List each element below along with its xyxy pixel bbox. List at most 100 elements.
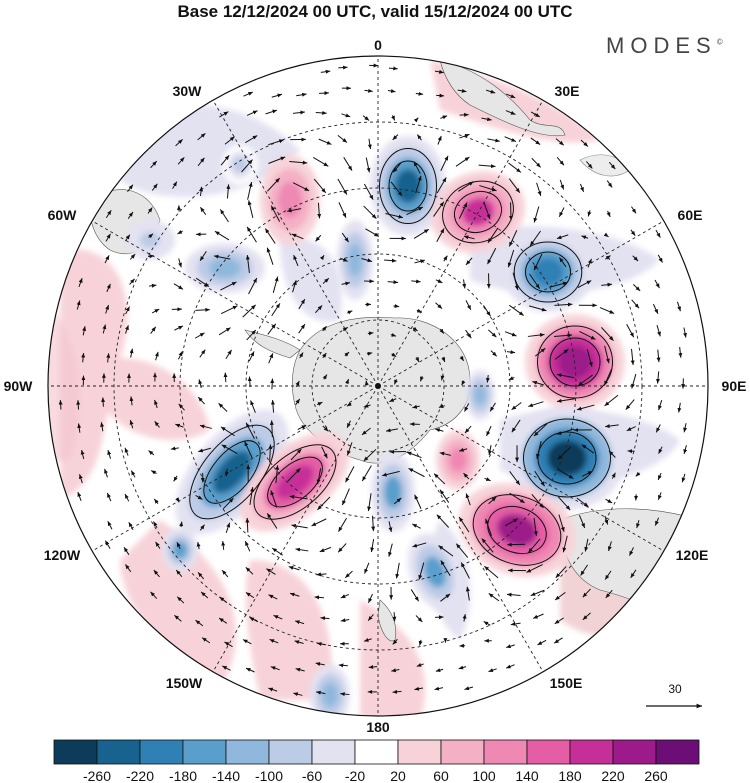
- wind-arrow: [80, 449, 85, 460]
- wind-arrow: [530, 111, 541, 118]
- wind-arrow: [127, 211, 134, 219]
- meridian-line: [377, 385, 544, 673]
- wind-arrow: [486, 425, 492, 437]
- wind-arrow: [414, 494, 422, 509]
- wind-arrow: [419, 376, 424, 382]
- blue-center-e1-contour: [525, 251, 571, 293]
- wind-arrow: [464, 403, 470, 412]
- wind-arrow: [412, 404, 420, 409]
- wind-arrow: [534, 470, 545, 487]
- wind-arrow: [416, 134, 422, 141]
- wind-arrow: [219, 596, 228, 604]
- minor-anomaly: [347, 244, 363, 276]
- wind-arrow: [245, 517, 250, 533]
- wind-arrow: [295, 667, 305, 672]
- wind-arrow: [322, 277, 330, 284]
- wind-arrow: [363, 448, 377, 462]
- wind-arrow: [530, 589, 545, 597]
- wind-arrow: [292, 182, 310, 192]
- wind-arrow: [338, 663, 348, 668]
- wind-arrow: [268, 594, 278, 600]
- wind-arrow: [245, 566, 254, 575]
- wind-arrow: [412, 542, 427, 548]
- wind-arrow: [362, 115, 370, 121]
- wind-arrow: [535, 347, 546, 357]
- wind-arrow: [370, 539, 375, 553]
- meridian-line: [377, 220, 665, 387]
- wind-arrow: [341, 488, 350, 506]
- wind-arrow: [408, 467, 425, 478]
- wind-arrow: [288, 565, 300, 571]
- wind-arrow: [128, 522, 134, 530]
- lon-label-120w: 120W: [44, 547, 81, 563]
- wind-arrow: [485, 518, 493, 536]
- wind-arrow: [220, 155, 230, 166]
- wind-arrow: [367, 331, 374, 336]
- wind-arrow: [174, 325, 184, 331]
- wind-vectors: [58, 63, 688, 697]
- wind-arrow: [435, 428, 444, 433]
- wind-arrow: [611, 472, 616, 479]
- wind-arrow: [316, 690, 326, 695]
- wind-arrow: [584, 538, 589, 552]
- wind-arrow: [458, 181, 474, 192]
- blue-center-n-contour: [388, 160, 428, 212]
- minor-anomaly: [140, 232, 160, 248]
- wind-arrow: [587, 258, 592, 268]
- pink-center-sw-level: [276, 465, 314, 499]
- wind-arrow: [554, 348, 569, 360]
- wind-arrow: [78, 277, 83, 288]
- wind-arrow: [532, 380, 544, 386]
- wind-arrow: [533, 206, 540, 223]
- vector-reference-value: 30: [668, 682, 682, 696]
- wind-arrow: [266, 568, 276, 575]
- colorbar-label: -20: [345, 768, 365, 783]
- wind-arrow: [76, 300, 81, 310]
- blue-center-e1-contour: [513, 241, 583, 303]
- wind-arrow: [657, 492, 662, 500]
- minor-anomaly: [474, 385, 486, 405]
- wind-arrow: [435, 302, 443, 310]
- wind-arrow: [196, 541, 201, 550]
- colorbar-label: -100: [255, 768, 283, 783]
- wind-arrow: [391, 668, 400, 673]
- wind-arrow: [170, 446, 179, 451]
- wind-arrow: [246, 329, 257, 341]
- south-pole-dot: [375, 383, 381, 389]
- colorbar-box: [612, 739, 657, 765]
- antarctica: [291, 316, 471, 464]
- wind-arrow: [533, 517, 538, 536]
- wind-arrow: [508, 202, 513, 221]
- wind-arrow: [415, 91, 424, 96]
- pink-center-se-level: [497, 514, 537, 546]
- wind-arrow: [441, 356, 446, 363]
- wind-arrow: [270, 399, 275, 413]
- wind-arrow: [268, 353, 274, 364]
- wind-arrow: [316, 401, 323, 406]
- map-border: [47, 55, 709, 717]
- wind-arrow: [435, 279, 443, 284]
- lon-label-0: 0: [374, 37, 382, 53]
- wind-arrow: [77, 491, 82, 501]
- wind-arrow: [154, 351, 159, 361]
- wind-arrow: [635, 471, 641, 477]
- pink-center-se-contour: [472, 494, 562, 566]
- lon-label-150w: 150W: [166, 675, 203, 691]
- wind-arrow: [200, 591, 209, 599]
- meridian-line: [212, 385, 379, 673]
- wind-arrow: [341, 232, 350, 243]
- wind-arrow: [415, 615, 423, 623]
- wind-arrow: [290, 448, 302, 461]
- colorbar-box: [354, 739, 399, 765]
- wind-arrow: [528, 401, 544, 408]
- colorbar-box: [53, 739, 98, 765]
- wind-arrow: [221, 444, 238, 455]
- wind-arrow: [465, 329, 472, 339]
- wind-arrow: [245, 667, 255, 673]
- wind-arrow: [172, 181, 178, 189]
- wind-arrow: [344, 570, 353, 579]
- wind-arrow: [440, 155, 449, 172]
- wind-arrow: [150, 470, 157, 475]
- wind-arrow: [555, 566, 567, 579]
- wind-arrow: [125, 306, 130, 315]
